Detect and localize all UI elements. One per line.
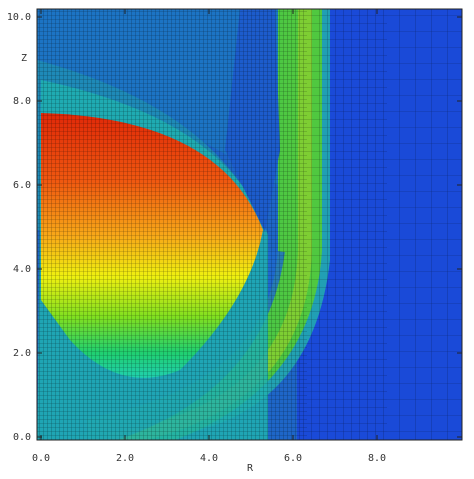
x-tick-label: 4.0	[200, 453, 218, 464]
y-tick-label: 10.0	[7, 12, 31, 23]
y-axis-label: Z	[21, 53, 27, 64]
x-tick-label: 8.0	[368, 453, 386, 464]
x-tick-label: 0.0	[32, 453, 50, 464]
plot-frame	[36, 8, 463, 441]
y-tick-label: 0.0	[13, 432, 31, 443]
y-tick-label: 6.0	[13, 180, 31, 191]
x-tick-label: 2.0	[116, 453, 134, 464]
x-tick-label: 6.0	[284, 453, 302, 464]
y-tick-label: 8.0	[13, 96, 31, 107]
y-tick-label: 4.0	[13, 264, 31, 275]
field	[37, 9, 462, 440]
x-axis-label: R	[247, 463, 254, 474]
y-tick-label: 2.0	[13, 348, 31, 359]
